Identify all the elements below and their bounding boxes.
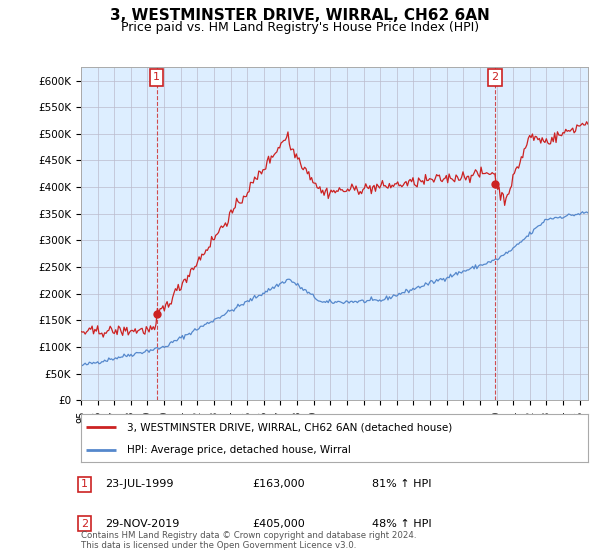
Text: 3, WESTMINSTER DRIVE, WIRRAL, CH62 6AN (detached house): 3, WESTMINSTER DRIVE, WIRRAL, CH62 6AN (…	[127, 422, 452, 432]
Text: 2: 2	[491, 72, 499, 82]
Text: 3, WESTMINSTER DRIVE, WIRRAL, CH62 6AN: 3, WESTMINSTER DRIVE, WIRRAL, CH62 6AN	[110, 8, 490, 24]
Text: £405,000: £405,000	[252, 519, 305, 529]
Text: 1: 1	[153, 72, 160, 82]
Text: 23-JUL-1999: 23-JUL-1999	[105, 479, 173, 489]
Text: 81% ↑ HPI: 81% ↑ HPI	[372, 479, 431, 489]
Text: HPI: Average price, detached house, Wirral: HPI: Average price, detached house, Wirr…	[127, 445, 350, 455]
Text: Contains HM Land Registry data © Crown copyright and database right 2024.
This d: Contains HM Land Registry data © Crown c…	[81, 530, 416, 550]
Text: Price paid vs. HM Land Registry's House Price Index (HPI): Price paid vs. HM Land Registry's House …	[121, 21, 479, 34]
Text: 29-NOV-2019: 29-NOV-2019	[105, 519, 179, 529]
Text: 1: 1	[81, 479, 88, 489]
Text: 2: 2	[81, 519, 88, 529]
Text: 48% ↑ HPI: 48% ↑ HPI	[372, 519, 431, 529]
Text: £163,000: £163,000	[252, 479, 305, 489]
